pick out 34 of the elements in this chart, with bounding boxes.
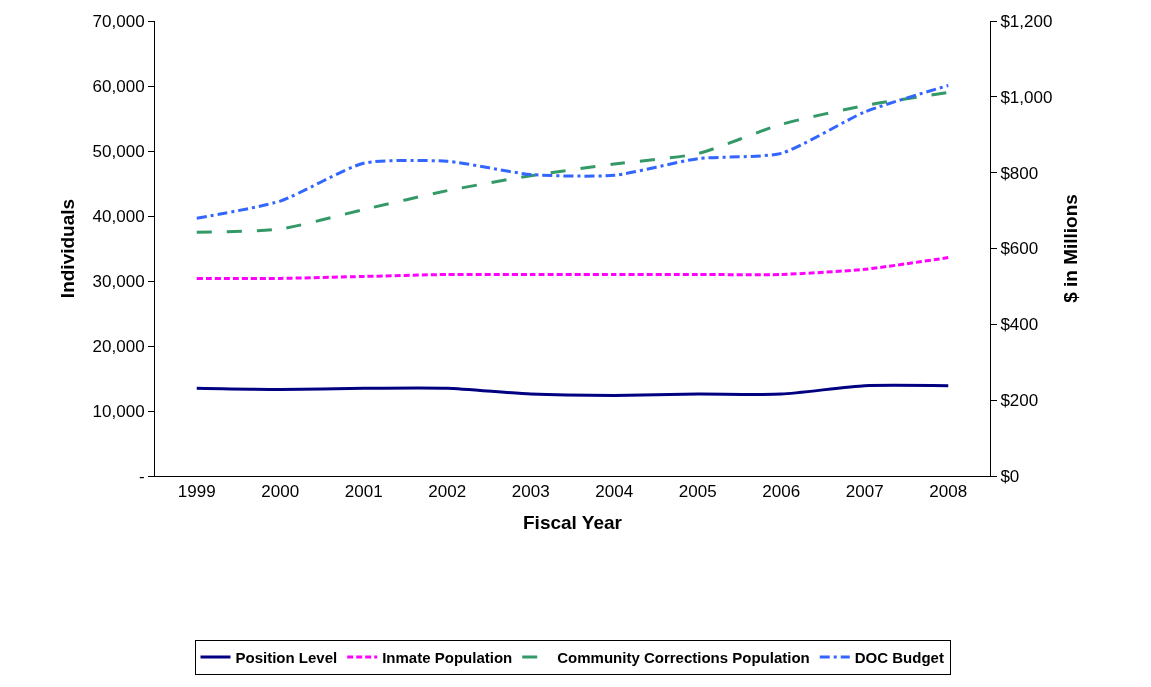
legend-label: Inmate Population: [382, 648, 513, 666]
x-tick-label: 2005: [678, 482, 717, 502]
y2-tick-label: $0: [1000, 466, 1020, 486]
x-tick-label: 2003: [511, 482, 550, 502]
y2-tick-label: $600: [1000, 239, 1039, 259]
y-tick-label: 70,000: [92, 11, 145, 31]
y2-tick-label: $200: [1000, 391, 1039, 411]
y-tick-label: 50,000: [92, 141, 145, 161]
x-tick-label: 2001: [344, 482, 383, 502]
legend-label: Position Level: [235, 648, 338, 666]
y-tick-label: 20,000: [92, 336, 145, 356]
y-tick-label: 60,000: [92, 76, 145, 96]
x-tick-label: 2006: [762, 482, 801, 502]
y2-tick-label: $1,200: [1000, 11, 1053, 31]
legend-label: Community Corrections Population: [557, 648, 810, 666]
line-series: [195, 256, 950, 280]
x-axis-title: Fiscal Year: [523, 512, 623, 534]
y2-tick-label: $1,000: [1000, 87, 1053, 107]
y-axis-title: Individuals: [57, 198, 79, 299]
y-tick-label: 10,000: [92, 401, 145, 421]
x-tick-label: 1999: [177, 482, 216, 502]
y2-tick-label: $400: [1000, 315, 1039, 335]
y-tick-label: 40,000: [92, 206, 145, 226]
x-tick-label: 2008: [929, 482, 968, 502]
x-tick-label: 2007: [845, 482, 884, 502]
y2-axis-title: $ in Millions: [1060, 194, 1082, 303]
legend-label: DOC Budget: [854, 648, 944, 666]
y-tick-label: -: [138, 466, 145, 486]
y2-tick-label: $800: [1000, 163, 1039, 183]
x-tick-label: 2004: [595, 482, 634, 502]
y-tick-label: 30,000: [92, 271, 145, 291]
x-tick-label: 2000: [261, 482, 300, 502]
line-series: [195, 383, 950, 397]
x-tick-label: 2002: [428, 482, 467, 502]
